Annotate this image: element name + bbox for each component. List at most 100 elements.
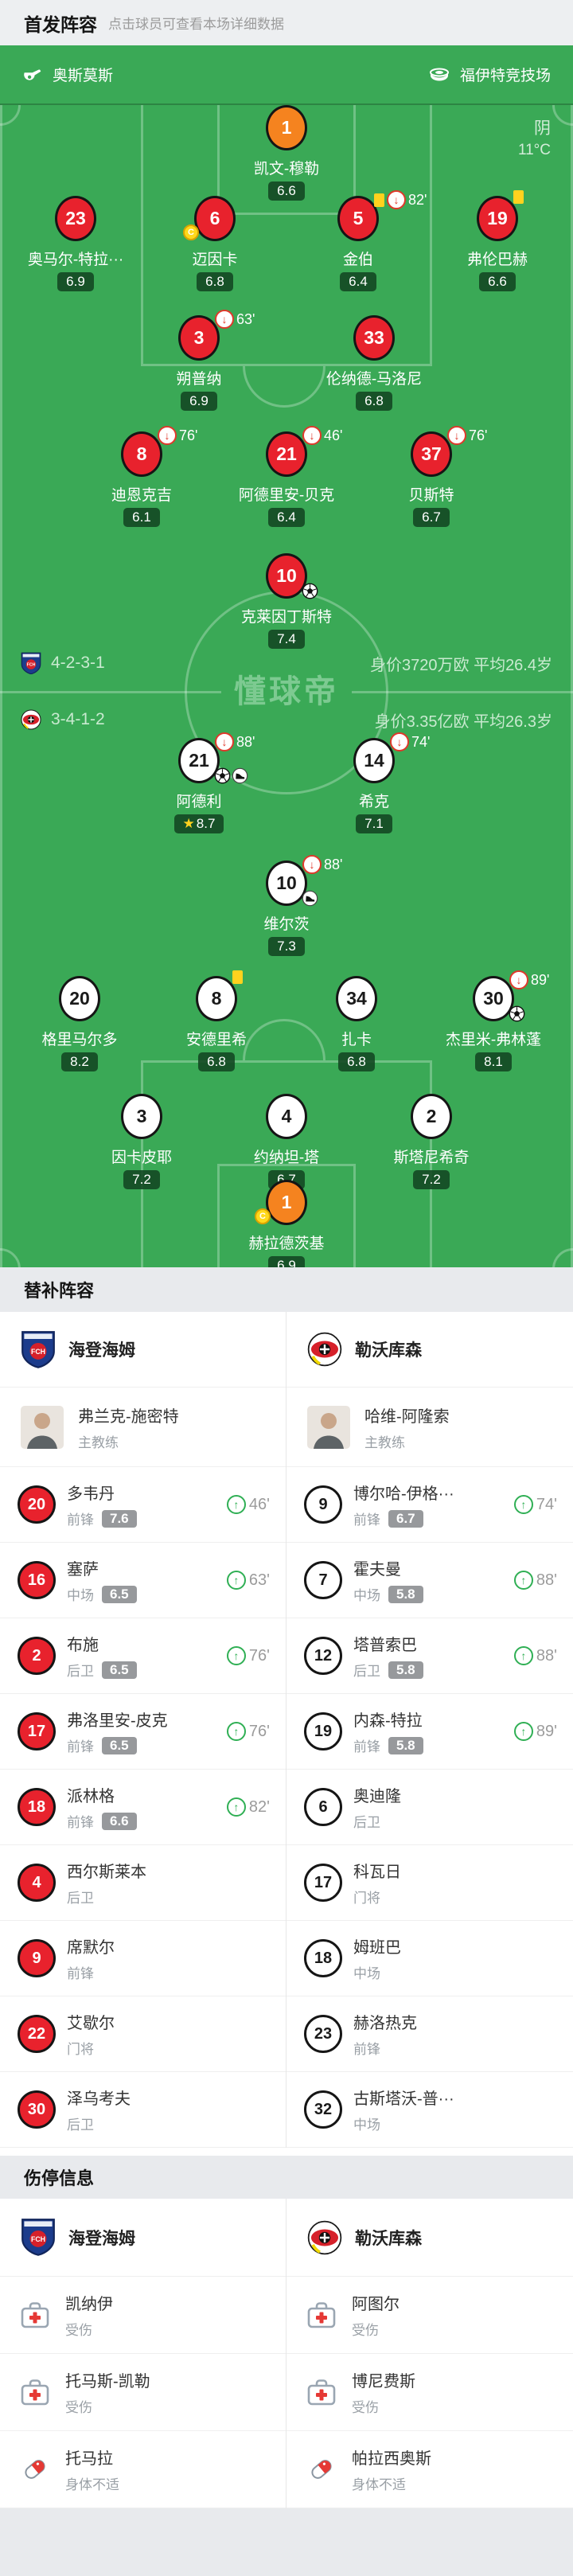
player-rating: 7.6 bbox=[102, 1509, 137, 1528]
sub-player-row[interactable]: 16 塞萨 中场 6.5 ↑ 63' bbox=[0, 1543, 286, 1618]
coach-row[interactable]: 弗兰克-施密特 主教练 bbox=[0, 1388, 286, 1467]
pitch-player-chip[interactable]: 8 安德里希 6.8 bbox=[153, 970, 280, 1071]
sub-player-row[interactable]: 30 泽乌考夫 后卫 bbox=[0, 2072, 286, 2148]
pitch-player-chip[interactable]: 14 ↓ 74' 希克 7.1 bbox=[310, 732, 438, 833]
team-name: 海登海姆 bbox=[68, 1341, 135, 1360]
pitch-player-chip[interactable]: 3 ↓ 63' 朔普纳 6.9 bbox=[135, 310, 263, 411]
player-rating: 7.4 bbox=[268, 630, 305, 649]
sub-on-time: 63' bbox=[248, 1571, 270, 1589]
player-rating: ★ 8.7 bbox=[173, 814, 224, 833]
player-name: 派林格 bbox=[67, 1788, 115, 1805]
injury-player-row[interactable]: 凯纳伊 受伤 bbox=[0, 2277, 286, 2354]
player-name: 迈因卡 bbox=[192, 252, 238, 268]
sub-player-row[interactable]: 32 古斯塔沃-普··· 中场 bbox=[286, 2072, 573, 2148]
sub-player-row[interactable]: 7 霍夫曼 中场 5.8 ↑ 88' bbox=[286, 1543, 573, 1618]
injury-player-row[interactable]: 博尼费斯 受伤 bbox=[286, 2354, 573, 2431]
player-name: 帕拉西奥斯 bbox=[352, 2450, 431, 2468]
pitch-player-chip[interactable]: 3 因卡皮耶 7.2 bbox=[78, 1094, 205, 1189]
injury-player-row[interactable]: 托马拉 身体不适 bbox=[0, 2431, 286, 2508]
player-jersey: 23 bbox=[55, 196, 96, 241]
captain-icon: C bbox=[255, 1208, 271, 1224]
player-name: 阿图尔 bbox=[352, 2296, 400, 2313]
player-jersey: 30 bbox=[473, 976, 514, 1021]
sub-player-row[interactable]: 9 席默尔 前锋 bbox=[0, 1921, 286, 1996]
pitch-player-chip[interactable]: 1 C 赫拉德茨基 6.9 bbox=[223, 1180, 350, 1267]
player-number: 1 bbox=[281, 1192, 292, 1212]
leverkusen-logo-icon bbox=[307, 2220, 342, 2254]
sub-on-icon: ↑ bbox=[226, 1495, 246, 1514]
pitch-player-chip[interactable]: 2 斯塔尼希奇 7.2 bbox=[368, 1094, 495, 1189]
injury-column: FCH 海登海姆 凯纳伊 受伤 托马斯-凯勒 受伤 托马拉 身体不适 bbox=[0, 2199, 286, 2508]
player-number: 2 bbox=[426, 1106, 437, 1126]
player-number: 30 bbox=[483, 988, 504, 1009]
pitch-player-chip[interactable]: 6 C 迈因卡 6.8 bbox=[151, 196, 279, 291]
pitch-player-chip[interactable]: 34 扎卡 6.8 bbox=[293, 976, 420, 1071]
sub-player-row[interactable]: 6 奥迪隆 后卫 bbox=[286, 1770, 573, 1845]
player-jersey: 20 bbox=[59, 976, 100, 1021]
pitch-player-chip[interactable]: 21 ↓ 46' 阿德里安-贝克 6.4 bbox=[223, 426, 350, 527]
player-position: 门将 bbox=[353, 1891, 380, 1906]
sub-off-time: 89' bbox=[531, 971, 550, 988]
pitch-player-chip[interactable]: 23 奥马尔-特拉··· 6.9 bbox=[12, 196, 139, 291]
leverkusen-logo-icon bbox=[21, 709, 41, 730]
pitch-player-chip[interactable]: 10 ↓ 88' 维尔茨 7.3 bbox=[223, 855, 350, 956]
sub-player-row[interactable]: 23 赫洛热克 前锋 bbox=[286, 1996, 573, 2072]
sub-player-row[interactable]: 12 塔普索巴 后卫 5.8 ↑ 88' bbox=[286, 1618, 573, 1694]
pitch-player-chip[interactable]: 37 ↓ 76' 贝斯特 6.7 bbox=[368, 426, 495, 527]
player-number: 23 bbox=[65, 208, 86, 228]
player-position: 后卫 bbox=[67, 2117, 94, 2133]
sub-player-row[interactable]: 18 派林格 前锋 6.6 ↑ 82' bbox=[0, 1770, 286, 1845]
player-rating: 6.5 bbox=[102, 1736, 137, 1754]
injury-player-row[interactable]: 托马斯-凯勒 受伤 bbox=[0, 2354, 286, 2431]
referee-group: 奥斯莫斯 bbox=[22, 64, 113, 85]
sub-player-row[interactable]: 18 姆班巴 中场 bbox=[286, 1921, 573, 1996]
injury-player-row[interactable]: 阿图尔 受伤 bbox=[286, 2277, 573, 2354]
sub-off-time: 63' bbox=[236, 310, 255, 327]
player-rating: 6.1 bbox=[123, 508, 160, 527]
pitch-player-chip[interactable]: 10 克莱因丁斯特 7.4 bbox=[223, 553, 350, 649]
injury-player-row[interactable]: 帕拉西奥斯 身体不适 bbox=[286, 2431, 573, 2508]
sub-player-row[interactable]: 22 艾歇尔 门将 bbox=[0, 1996, 286, 2072]
penalty-box-bottom bbox=[141, 1060, 432, 1267]
sub-on-time: 88' bbox=[536, 1571, 557, 1589]
player-name: 内森-特拉 bbox=[353, 1712, 423, 1730]
player-rating: 5.8 bbox=[388, 1661, 423, 1679]
player-position: 门将 bbox=[67, 2042, 94, 2057]
player-rating: 6.8 bbox=[338, 1052, 375, 1071]
sub-player-row[interactable]: 20 多韦丹 前锋 7.6 ↑ 46' bbox=[0, 1467, 286, 1543]
pitch-player-chip[interactable]: 20 格里马尔多 8.2 bbox=[16, 976, 143, 1071]
player-rating: 6.7 bbox=[388, 1509, 423, 1528]
player-status: 身体不适 bbox=[352, 2477, 406, 2492]
coach-row[interactable]: 哈维-阿隆索 主教练 bbox=[286, 1388, 573, 1467]
pill-icon bbox=[311, 2460, 332, 2479]
player-name: 科瓦日 bbox=[353, 1864, 401, 1881]
sub-player-row[interactable]: 9 博尔哈-伊格··· 前锋 6.7 ↑ 74' bbox=[286, 1467, 573, 1543]
sub-player-row[interactable]: 19 内森-特拉 前锋 5.8 ↑ 89' bbox=[286, 1694, 573, 1770]
pitch-player-chip[interactable]: 19 弗伦巴赫 6.6 bbox=[434, 190, 561, 291]
subs-title: 替补阵容 bbox=[24, 1281, 95, 1301]
sub-player-row[interactable]: 17 科瓦日 门将 bbox=[286, 1845, 573, 1921]
sub-on-time: 46' bbox=[248, 1495, 270, 1513]
pitch-player-chip[interactable]: 8 ↓ 76' 迪恩克吉 6.1 bbox=[78, 426, 205, 527]
player-name: 奥迪隆 bbox=[353, 1788, 401, 1805]
pitch-player-chip[interactable]: 30 ↓ 89' 杰里米-弗林蓬 8.1 bbox=[430, 970, 557, 1071]
pitch-player-chip[interactable]: 5 ↓ 82' 金伯 6.4 bbox=[294, 190, 427, 291]
player-number: 8 bbox=[136, 443, 147, 464]
player-number: 6 bbox=[209, 208, 220, 228]
player-jersey: 10 bbox=[266, 553, 307, 599]
pitch-player-chip[interactable]: 33 伦纳德-马洛尼 6.8 bbox=[310, 315, 438, 411]
sub-player-row[interactable]: 2 布施 后卫 6.5 ↑ 76' bbox=[0, 1618, 286, 1694]
player-rating: 6.7 bbox=[413, 508, 450, 527]
assist-icon bbox=[232, 767, 248, 784]
sub-player-row[interactable]: 17 弗洛里安-皮克 前锋 6.5 ↑ 76' bbox=[0, 1694, 286, 1770]
pitch-player-chip[interactable]: 21 ↓ 88' 阿德利 ★ 8.7 bbox=[135, 732, 263, 833]
pitch-player-chip[interactable]: 1 凯文-穆勒 6.6 bbox=[223, 105, 350, 201]
player-jersey: 37 bbox=[411, 431, 452, 477]
sub-player-row[interactable]: 4 西尔斯莱本 后卫 bbox=[0, 1845, 286, 1921]
venue-group: 福伊特竞技场 bbox=[428, 64, 551, 85]
goal-icon bbox=[214, 767, 231, 784]
player-name: 塞萨 bbox=[67, 1561, 99, 1579]
player-number: 22 bbox=[18, 2015, 56, 2053]
pill-icon bbox=[25, 2460, 45, 2479]
